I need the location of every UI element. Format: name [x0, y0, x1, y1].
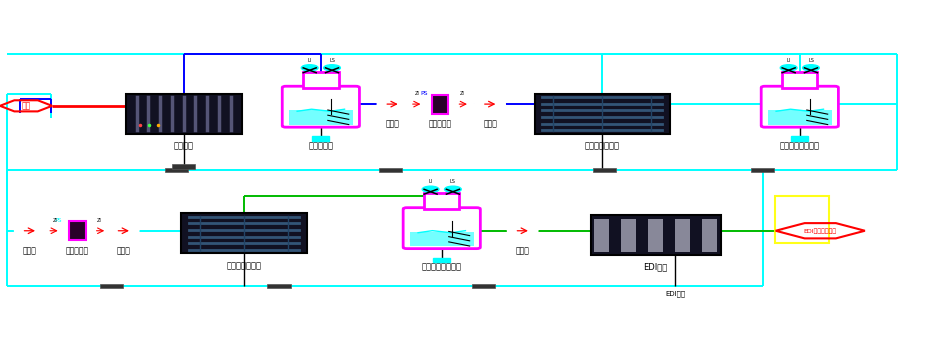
Circle shape — [378, 99, 407, 110]
Bar — [379, 168, 402, 172]
Circle shape — [780, 65, 797, 71]
Circle shape — [324, 65, 340, 71]
Bar — [702, 219, 717, 252]
Text: 给水泵: 给水泵 — [516, 246, 529, 255]
Bar — [100, 284, 123, 288]
Circle shape — [475, 99, 505, 110]
Text: ZI: ZI — [459, 92, 465, 96]
Text: EDI去离子超纯水: EDI去离子超纯水 — [804, 228, 837, 234]
Bar — [775, 196, 829, 243]
Bar — [166, 168, 188, 172]
Text: ZI: ZI — [415, 92, 420, 96]
Bar — [172, 164, 195, 169]
Text: EDI装置: EDI装置 — [644, 263, 668, 272]
Bar — [782, 72, 817, 88]
Bar — [648, 219, 663, 252]
Bar — [675, 219, 690, 252]
Circle shape — [452, 100, 474, 108]
Circle shape — [89, 227, 112, 235]
Bar — [535, 94, 670, 134]
Bar — [593, 168, 616, 172]
FancyBboxPatch shape — [761, 86, 839, 127]
Bar — [303, 72, 339, 88]
Bar — [791, 136, 808, 141]
Bar — [424, 194, 459, 209]
Text: 超滤产水箱: 超滤产水箱 — [309, 142, 333, 150]
Text: 精密过滤器: 精密过滤器 — [429, 120, 451, 129]
Text: ZI: ZI — [97, 218, 102, 223]
Circle shape — [508, 225, 538, 236]
Text: 给水泵: 给水泵 — [23, 246, 36, 255]
FancyBboxPatch shape — [403, 208, 480, 248]
Bar — [768, 110, 831, 125]
Bar — [621, 219, 636, 252]
Circle shape — [422, 186, 439, 193]
Circle shape — [43, 227, 65, 235]
Bar — [312, 136, 329, 141]
Bar — [409, 232, 473, 246]
Circle shape — [301, 65, 318, 71]
Circle shape — [445, 186, 461, 193]
Bar — [594, 219, 609, 252]
Text: 一级反渗透装置: 一级反渗透装置 — [585, 141, 619, 150]
Bar — [181, 213, 307, 253]
Text: 一级反渗透产水箱: 一级反渗透产水箱 — [779, 142, 820, 150]
Text: LS: LS — [450, 179, 456, 185]
FancyBboxPatch shape — [283, 86, 359, 127]
Bar — [591, 215, 721, 255]
Text: LS: LS — [329, 58, 335, 63]
Circle shape — [15, 225, 45, 236]
Text: 超滤装置: 超滤装置 — [174, 141, 193, 150]
Text: PS: PS — [420, 92, 428, 96]
Text: LI: LI — [787, 58, 790, 63]
Bar — [433, 257, 450, 262]
Bar — [267, 284, 290, 288]
Text: 高压泵: 高压泵 — [484, 120, 497, 129]
Text: EDI浓水: EDI浓水 — [665, 290, 685, 297]
Bar — [751, 168, 774, 172]
Circle shape — [405, 100, 428, 108]
Bar — [472, 284, 496, 288]
Text: LI: LI — [308, 58, 312, 63]
Text: 二级反渗透装置: 二级反渗透装置 — [227, 261, 261, 270]
Bar — [126, 94, 242, 134]
Circle shape — [803, 65, 819, 71]
Text: ZI: ZI — [52, 218, 58, 223]
Bar — [432, 95, 448, 114]
Circle shape — [109, 225, 139, 236]
Bar — [69, 221, 86, 240]
Text: PS: PS — [54, 218, 61, 223]
Text: 二级反渗透产水箱: 二级反渗透产水箱 — [421, 263, 462, 272]
Text: 精密过滤器: 精密过滤器 — [66, 246, 88, 255]
Text: 原水: 原水 — [21, 101, 31, 110]
Text: LS: LS — [808, 58, 814, 63]
Text: LI: LI — [429, 179, 432, 185]
Text: 高压泵: 高压泵 — [117, 246, 130, 255]
Bar — [288, 110, 353, 125]
Text: 给水泵: 给水泵 — [386, 120, 399, 129]
